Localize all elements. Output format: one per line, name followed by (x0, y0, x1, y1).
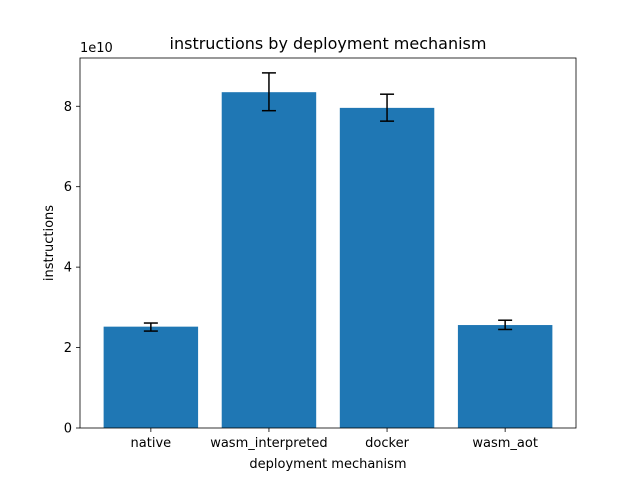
x-axis-label: deployment mechanism (249, 457, 406, 472)
plot-frame (79, 57, 577, 429)
errorbars-group (143, 72, 513, 332)
y-tick-label-4: 8 (64, 100, 72, 115)
chart-title: instructions by deployment mechanism (170, 34, 487, 53)
x-tick-label-wasm_interpreted: wasm_interpreted (210, 436, 327, 451)
x-tick-label-docker: docker (365, 436, 409, 451)
bar-native (103, 326, 199, 428)
y-tick-label-3: 6 (64, 180, 72, 195)
x-tick-label-wasm_aot: wasm_aot (472, 436, 538, 451)
y-tick-label-1: 2 (64, 341, 72, 356)
y-axis-label: instructions (42, 205, 57, 281)
y-tick-label-2: 4 (64, 261, 72, 276)
y-ticks-group: 0 2 4 6 8 (64, 100, 80, 437)
bar-wasm_aot (457, 325, 553, 428)
y-tick-label-0: 0 (64, 422, 72, 437)
x-ticks-group: native wasm_interpreted docker wasm_aot (131, 428, 538, 451)
bar-wasm_interpreted (221, 92, 317, 428)
x-tick-label-native: native (131, 436, 172, 451)
y-offset-label: 1e10 (80, 41, 113, 56)
bar-docker (339, 107, 435, 428)
bars-group (103, 92, 553, 428)
